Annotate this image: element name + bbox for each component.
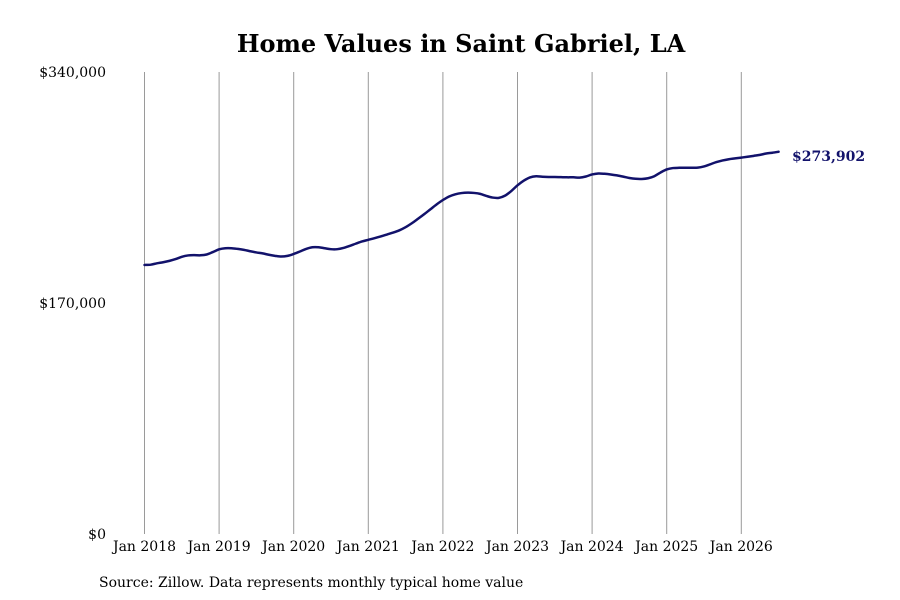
x-tick-label: Jan 2023 <box>484 539 549 555</box>
y-tick-label: $0 <box>88 527 106 543</box>
x-tick-label: Jan 2022 <box>409 539 474 555</box>
x-tick-label: Jan 2021 <box>335 539 400 555</box>
x-tick-label: Jan 2026 <box>708 539 773 555</box>
y-axis-labels: $0 $170,000 $340,000 <box>39 65 106 543</box>
x-tick-label: Jan 2019 <box>186 539 251 555</box>
x-tick-label: Jan 2025 <box>633 539 698 555</box>
home-value-line <box>143 150 780 267</box>
y-tick-label: $340,000 <box>39 65 106 81</box>
source-note: Source: Zillow. Data represents monthly … <box>99 575 523 591</box>
grid-lines <box>144 72 742 534</box>
y-tick-label: $170,000 <box>39 296 106 312</box>
latest-value-label: $273,902 <box>792 149 865 165</box>
chart-title: Home Values in Saint Gabriel, LA <box>237 29 686 58</box>
x-tick-label: Jan 2018 <box>111 539 176 555</box>
x-axis-labels: Jan 2018 Jan 2019 Jan 2020 Jan 2021 Jan 2022… <box>111 539 773 555</box>
x-tick-label: Jan 2020 <box>260 539 325 555</box>
x-tick-label: Jan 2024 <box>559 539 624 555</box>
